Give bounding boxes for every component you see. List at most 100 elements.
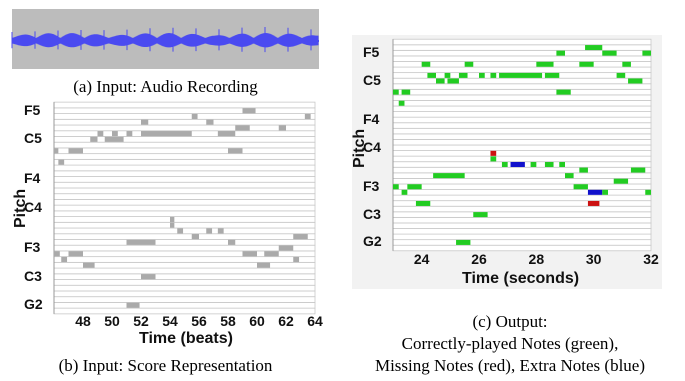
output-x-axis-title: Time (seconds) — [462, 270, 580, 287]
note-bar — [68, 148, 83, 154]
pitch-lane — [53, 164, 316, 172]
pitch-lane — [392, 211, 652, 218]
note-bar — [602, 189, 608, 195]
pitch-lane — [392, 228, 652, 235]
x-tick-label: 64 — [307, 313, 323, 329]
pitch-lane — [53, 193, 316, 200]
pitch-lane — [392, 194, 652, 202]
x-tick-label: 48 — [75, 313, 91, 329]
note-bar — [401, 189, 408, 195]
pitch-lane — [392, 233, 652, 241]
pitch-lane — [392, 222, 652, 229]
pitch-lane — [392, 133, 652, 140]
note-bar — [447, 78, 459, 84]
note-bar — [530, 161, 537, 167]
note-bar — [436, 78, 445, 84]
note-bar — [579, 167, 588, 173]
pitch-label-c4: C4 — [24, 199, 42, 215]
note-bar — [602, 50, 617, 56]
x-tick-label: 56 — [191, 313, 207, 329]
pitch-lane — [53, 273, 316, 280]
pitch-lane — [53, 199, 316, 206]
note-bar — [630, 167, 646, 173]
note-bar — [206, 228, 213, 234]
pitch-lane — [53, 284, 316, 292]
pitch-lane — [392, 139, 652, 146]
note-bar — [565, 173, 574, 179]
note-bar — [556, 89, 571, 95]
note-bar — [278, 245, 294, 251]
x-tick-label: 60 — [249, 313, 265, 329]
x-tick-label: 30 — [585, 251, 602, 267]
pitch-lane — [53, 239, 316, 246]
caption-panel-a: (a) Input: Audio Recording — [73, 77, 258, 96]
pitch-lane — [53, 153, 316, 160]
pitch-lane — [53, 267, 316, 275]
note-bar — [585, 45, 603, 51]
pitch-lane — [392, 166, 652, 174]
note-bar — [264, 251, 279, 257]
pitch-lane — [392, 178, 652, 185]
note-bar — [393, 89, 399, 95]
pitch-lane — [53, 158, 316, 166]
pitch-lane — [53, 221, 316, 229]
pitch-lane — [392, 155, 652, 163]
pitch-lane — [392, 88, 652, 96]
pitch-lane — [392, 38, 652, 46]
pitch-lane — [392, 122, 652, 129]
pitch-lane — [53, 210, 316, 217]
pitch-lane — [53, 181, 316, 189]
note-bar — [490, 72, 497, 78]
pitch-label-f4: F4 — [24, 170, 41, 187]
pitch-label-c3: C3 — [24, 267, 42, 284]
pitch-lane — [392, 55, 652, 62]
pitch-lane — [392, 144, 652, 151]
note-bar — [458, 72, 468, 78]
note-bar — [170, 222, 175, 228]
note-bar — [473, 212, 488, 218]
note-bar — [242, 251, 257, 257]
pitch-lane — [392, 150, 652, 157]
note-bar — [616, 72, 626, 78]
pitch-lane — [53, 124, 316, 132]
note-bar — [444, 72, 451, 78]
note-bar — [304, 113, 311, 120]
pitch-lane — [392, 205, 652, 213]
pitch-label-g2: G2 — [363, 233, 382, 250]
note-bar — [464, 61, 474, 67]
pitch-lane — [392, 77, 652, 85]
pitch-lane — [392, 172, 652, 179]
pitch-lane — [53, 187, 316, 195]
note-bar — [479, 72, 485, 78]
pitch-label-f3: F3 — [24, 239, 41, 256]
pitch-lane — [53, 244, 316, 252]
note-bar — [141, 274, 156, 280]
note-bar — [490, 156, 497, 162]
pitch-lane — [392, 183, 652, 190]
pitch-lane — [392, 244, 652, 252]
pitch-label-c3: C3 — [363, 205, 381, 222]
pitch-lane — [53, 256, 316, 263]
note-bar — [573, 184, 588, 190]
note-bar — [293, 256, 300, 263]
note-bar — [544, 161, 554, 167]
note-bar — [170, 216, 175, 223]
note-bar — [54, 148, 59, 154]
x-tick-label: 62 — [278, 313, 294, 329]
pitch-lane — [392, 94, 652, 101]
note-bar — [191, 234, 199, 240]
pitch-lane — [53, 302, 316, 309]
note-bar — [126, 131, 133, 137]
pitch-lane — [53, 290, 316, 298]
note-bar — [257, 262, 271, 268]
note-bar — [427, 72, 436, 78]
pitch-lane — [53, 118, 316, 126]
note-bar — [90, 136, 98, 142]
pitch-lane — [53, 170, 316, 177]
note-bar — [456, 239, 471, 245]
note-bar — [97, 131, 104, 137]
note-bar — [126, 302, 140, 308]
note-bar — [206, 119, 214, 125]
note-bar — [217, 131, 236, 137]
note-bar — [177, 228, 184, 234]
